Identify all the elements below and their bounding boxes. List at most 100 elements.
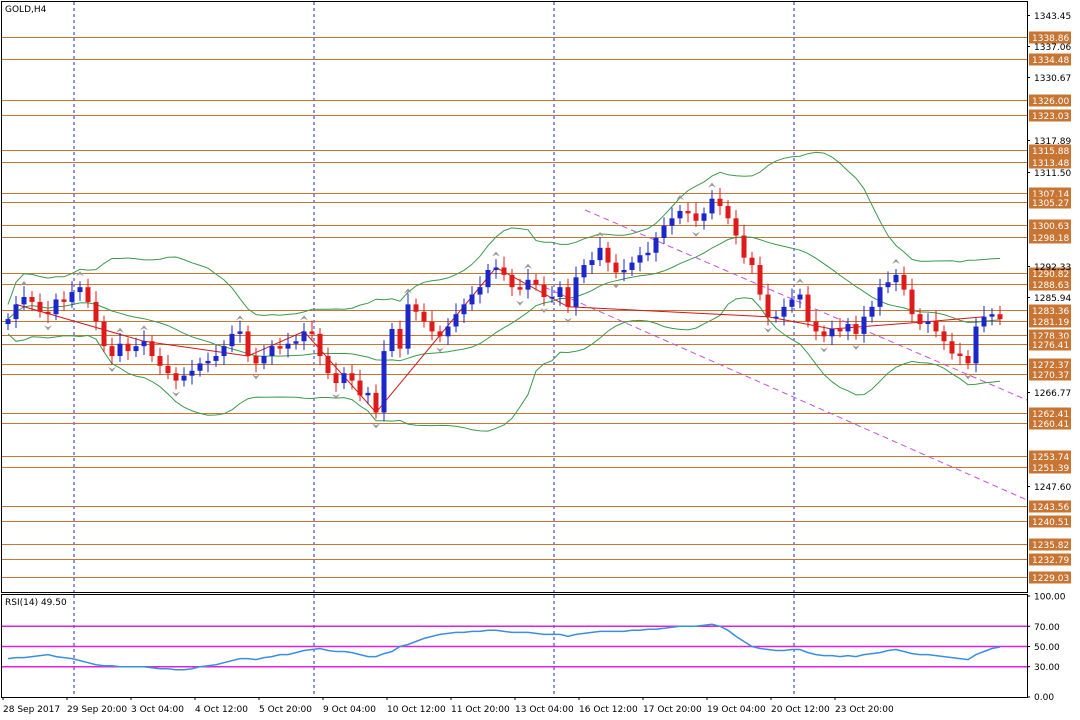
price-level-tag (1029, 31, 1071, 44)
candle-bear (541, 284, 547, 297)
candle-bear (997, 314, 1003, 320)
time-tick-label: 5 Oct 20:00 (259, 705, 312, 715)
price-level-label: 1290.82 (1032, 270, 1069, 280)
candle-bear (61, 299, 67, 302)
price-axis: 1338.86 1334.48 1326.00 1323.03 1315.88 1313.… (1027, 12, 1071, 703)
candle-bear (837, 328, 843, 332)
rsi-tick-label: 50.00 (1034, 643, 1060, 653)
price-level-tag (1029, 461, 1071, 474)
candle-bull (365, 392, 371, 396)
candle-bear (93, 301, 99, 322)
fractal-down-marker (820, 347, 828, 353)
time-tick-label: 13 Oct 04:00 (515, 705, 574, 715)
price-level-tag (1029, 144, 1071, 157)
candle-bull (469, 294, 475, 305)
price-level-label: 1278.30 (1032, 332, 1069, 342)
fractal-up-marker (892, 258, 900, 264)
price-level-label: 1253.74 (1032, 453, 1069, 463)
price-level-label: 1300.63 (1032, 222, 1069, 232)
price-level-tag (1029, 94, 1071, 107)
time-tick-label: 28 Sep 2017 (3, 705, 60, 715)
candle-bear (317, 333, 323, 356)
time-tick-label: 20 Oct 12:00 (771, 705, 830, 715)
price-level-label: 1283.36 (1032, 307, 1069, 317)
candle-bull (709, 198, 715, 214)
fractal-up-marker (140, 325, 148, 331)
candle-bear (373, 392, 379, 413)
candle-bull (557, 287, 563, 297)
candle-bull (797, 294, 803, 300)
candle-bull (597, 247, 603, 261)
candle-bull (69, 292, 75, 302)
candle-bear (277, 346, 283, 349)
candle-bear (173, 373, 179, 381)
candle-bull (845, 324, 851, 332)
candle-bull (789, 299, 795, 307)
fractal-up-marker (116, 327, 124, 333)
candle-bear (253, 356, 259, 364)
candle-bull (237, 331, 243, 334)
candle-bull (405, 304, 411, 349)
candle-bull (877, 287, 883, 307)
main-panel-frame (1, 1, 1028, 593)
candle-bull (213, 356, 219, 361)
rsi-tick-label: 70.00 (1034, 623, 1060, 633)
candle-bear (933, 321, 939, 332)
time-tick-label: 11 Oct 20:00 (451, 705, 510, 715)
candle-bull (389, 328, 395, 352)
price-level-tag (1029, 338, 1071, 351)
time-tick-label: 9 Oct 04:00 (323, 705, 376, 715)
candle-bull (197, 363, 203, 371)
candle-bear (429, 321, 435, 332)
candle-bull (269, 346, 275, 356)
candle-bear (565, 287, 571, 307)
price-level-label: 1235.82 (1032, 541, 1069, 551)
candle-bull (285, 343, 291, 349)
price-level-label: 1272.37 (1032, 361, 1069, 371)
price-level-label: 1315.88 (1032, 147, 1069, 157)
price-level-tag (1029, 267, 1071, 280)
candle-bull (5, 319, 11, 325)
band-upper (7, 151, 1001, 317)
candle-bear (45, 311, 51, 315)
candle-bull (77, 287, 83, 293)
price-level-label: 1232.79 (1032, 556, 1069, 566)
candle-bull (205, 360, 211, 364)
candle-bull (189, 370, 195, 376)
candle-bull (21, 297, 27, 305)
candle-bull (261, 356, 267, 364)
price-level-tag (1029, 278, 1071, 291)
fractal-up-marker (76, 271, 84, 277)
fractal-down-marker (564, 317, 572, 323)
fractal-down-marker (540, 308, 548, 313)
candle-bear (901, 274, 907, 290)
candle-bear (309, 331, 315, 334)
band-middle (7, 236, 1001, 362)
candle-bear (325, 356, 331, 374)
candle-bear (421, 311, 427, 322)
candle-bear (949, 341, 955, 354)
candle-bull (549, 297, 555, 299)
candle-bear (821, 331, 827, 337)
candle-bear (157, 356, 163, 366)
candle-bear (853, 324, 859, 334)
price-tick-label: 1311.50 (1034, 169, 1071, 179)
candle-bull (461, 304, 467, 315)
price-level-tag (1029, 553, 1071, 566)
price-level-tag (1029, 368, 1071, 381)
price-level-tag (1029, 304, 1071, 317)
price-level-tag (1029, 358, 1071, 371)
price-tick-label: 1292.33 (1034, 263, 1071, 273)
price-level-label: 1323.03 (1032, 112, 1069, 122)
price-level-tag (1029, 315, 1071, 328)
fractal-markers (20, 182, 972, 429)
fractal-up-marker (708, 182, 716, 188)
price-level-label: 1243.56 (1032, 503, 1069, 513)
candle-bull (669, 218, 675, 226)
candle-bull (53, 299, 59, 315)
price-level-label: 1276.41 (1032, 341, 1069, 351)
candle-bull (981, 316, 987, 327)
candle-bear (109, 346, 115, 356)
price-level-label: 1288.63 (1032, 281, 1069, 291)
